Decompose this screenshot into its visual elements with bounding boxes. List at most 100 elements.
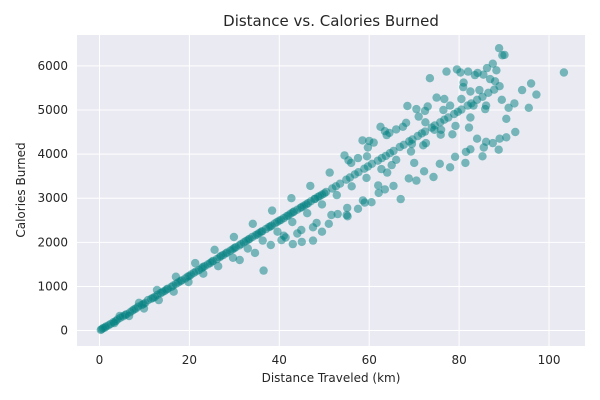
data-point: [478, 152, 487, 161]
data-point: [442, 67, 451, 76]
data-point: [389, 181, 398, 191]
data-point: [229, 232, 239, 242]
data-point: [502, 114, 511, 124]
data-point: [228, 253, 238, 262]
data-point: [235, 255, 244, 265]
data-point: [456, 68, 465, 77]
data-point: [429, 172, 438, 182]
data-point: [450, 152, 460, 161]
y-axis-label: Calories Burned: [14, 142, 28, 237]
data-point: [457, 105, 466, 114]
data-point: [504, 103, 513, 113]
data-point: [440, 94, 449, 104]
data-point: [343, 203, 352, 213]
data-point: [419, 167, 429, 176]
data-point: [380, 185, 390, 194]
data-point: [448, 130, 457, 139]
data-point: [308, 236, 318, 245]
data-point: [396, 194, 405, 204]
data-point: [287, 194, 296, 203]
data-point: [445, 163, 455, 172]
data-point: [191, 258, 200, 268]
data-point: [445, 101, 455, 110]
data-point: [451, 121, 460, 131]
data-point: [466, 87, 475, 96]
y-tick-label: 3000: [37, 191, 68, 205]
x-tick-label: 0: [96, 353, 104, 367]
data-point: [333, 209, 342, 219]
data-point: [340, 151, 349, 160]
y-tick-label: 2000: [37, 235, 68, 249]
data-point: [479, 70, 488, 79]
data-point: [436, 125, 446, 134]
data-point: [374, 181, 383, 190]
data-point: [479, 143, 488, 152]
data-point: [325, 168, 334, 177]
data-point: [259, 266, 268, 275]
data-point: [464, 123, 474, 132]
data-point: [267, 206, 277, 215]
data-point: [347, 158, 356, 168]
data-point: [214, 262, 223, 271]
x-tick-label: 80: [451, 353, 466, 367]
data-point: [526, 79, 536, 88]
data-point: [466, 113, 475, 122]
data-point: [532, 90, 541, 99]
data-point: [342, 210, 351, 220]
data-point: [410, 158, 419, 168]
data-point: [472, 134, 482, 143]
data-point: [362, 152, 372, 161]
data-point: [353, 204, 363, 213]
data-point: [421, 118, 430, 127]
y-tick-labels: 0 1000 2000 3000 4000 5000 6000: [37, 59, 68, 338]
data-point: [383, 168, 392, 177]
data-point: [250, 248, 260, 258]
data-point: [432, 93, 441, 102]
data-point: [404, 174, 413, 183]
data-point: [502, 133, 511, 142]
data-point: [482, 63, 492, 73]
data-point: [463, 67, 473, 76]
x-tick-labels: 0 20 40 60 80 100: [96, 353, 561, 367]
y-tick-label: 1000: [37, 279, 68, 293]
data-point: [243, 244, 252, 253]
data-point: [273, 227, 282, 236]
data-point: [266, 240, 275, 250]
data-point: [439, 105, 448, 115]
data-point: [303, 209, 312, 218]
data-point: [423, 102, 432, 111]
data-point: [494, 44, 504, 53]
data-point: [327, 210, 336, 220]
data-point: [248, 219, 257, 228]
data-point: [495, 134, 504, 143]
data-point: [385, 128, 394, 138]
data-point: [500, 50, 509, 60]
data-point: [332, 190, 341, 200]
data-point: [511, 127, 520, 137]
data-point: [297, 237, 306, 247]
x-tick-label: 100: [538, 353, 561, 367]
data-point: [481, 101, 491, 110]
data-point: [362, 173, 371, 183]
data-point: [459, 78, 468, 87]
data-point: [475, 85, 484, 95]
data-point: [457, 94, 466, 104]
data-point: [288, 239, 297, 249]
data-point: [324, 219, 333, 228]
data-point: [461, 158, 470, 168]
data-point: [494, 145, 503, 154]
data-point: [210, 245, 219, 254]
data-point: [369, 138, 378, 147]
data-point: [420, 127, 430, 136]
data-points: [96, 44, 569, 335]
data-point: [488, 138, 497, 148]
data-point: [288, 217, 297, 227]
data-point: [412, 104, 421, 114]
data-point: [461, 147, 471, 157]
data-point: [517, 85, 527, 95]
data-point: [363, 143, 373, 152]
y-tick-label: 4000: [37, 147, 68, 161]
x-tick-label: 20: [182, 353, 197, 367]
data-point: [317, 200, 327, 209]
